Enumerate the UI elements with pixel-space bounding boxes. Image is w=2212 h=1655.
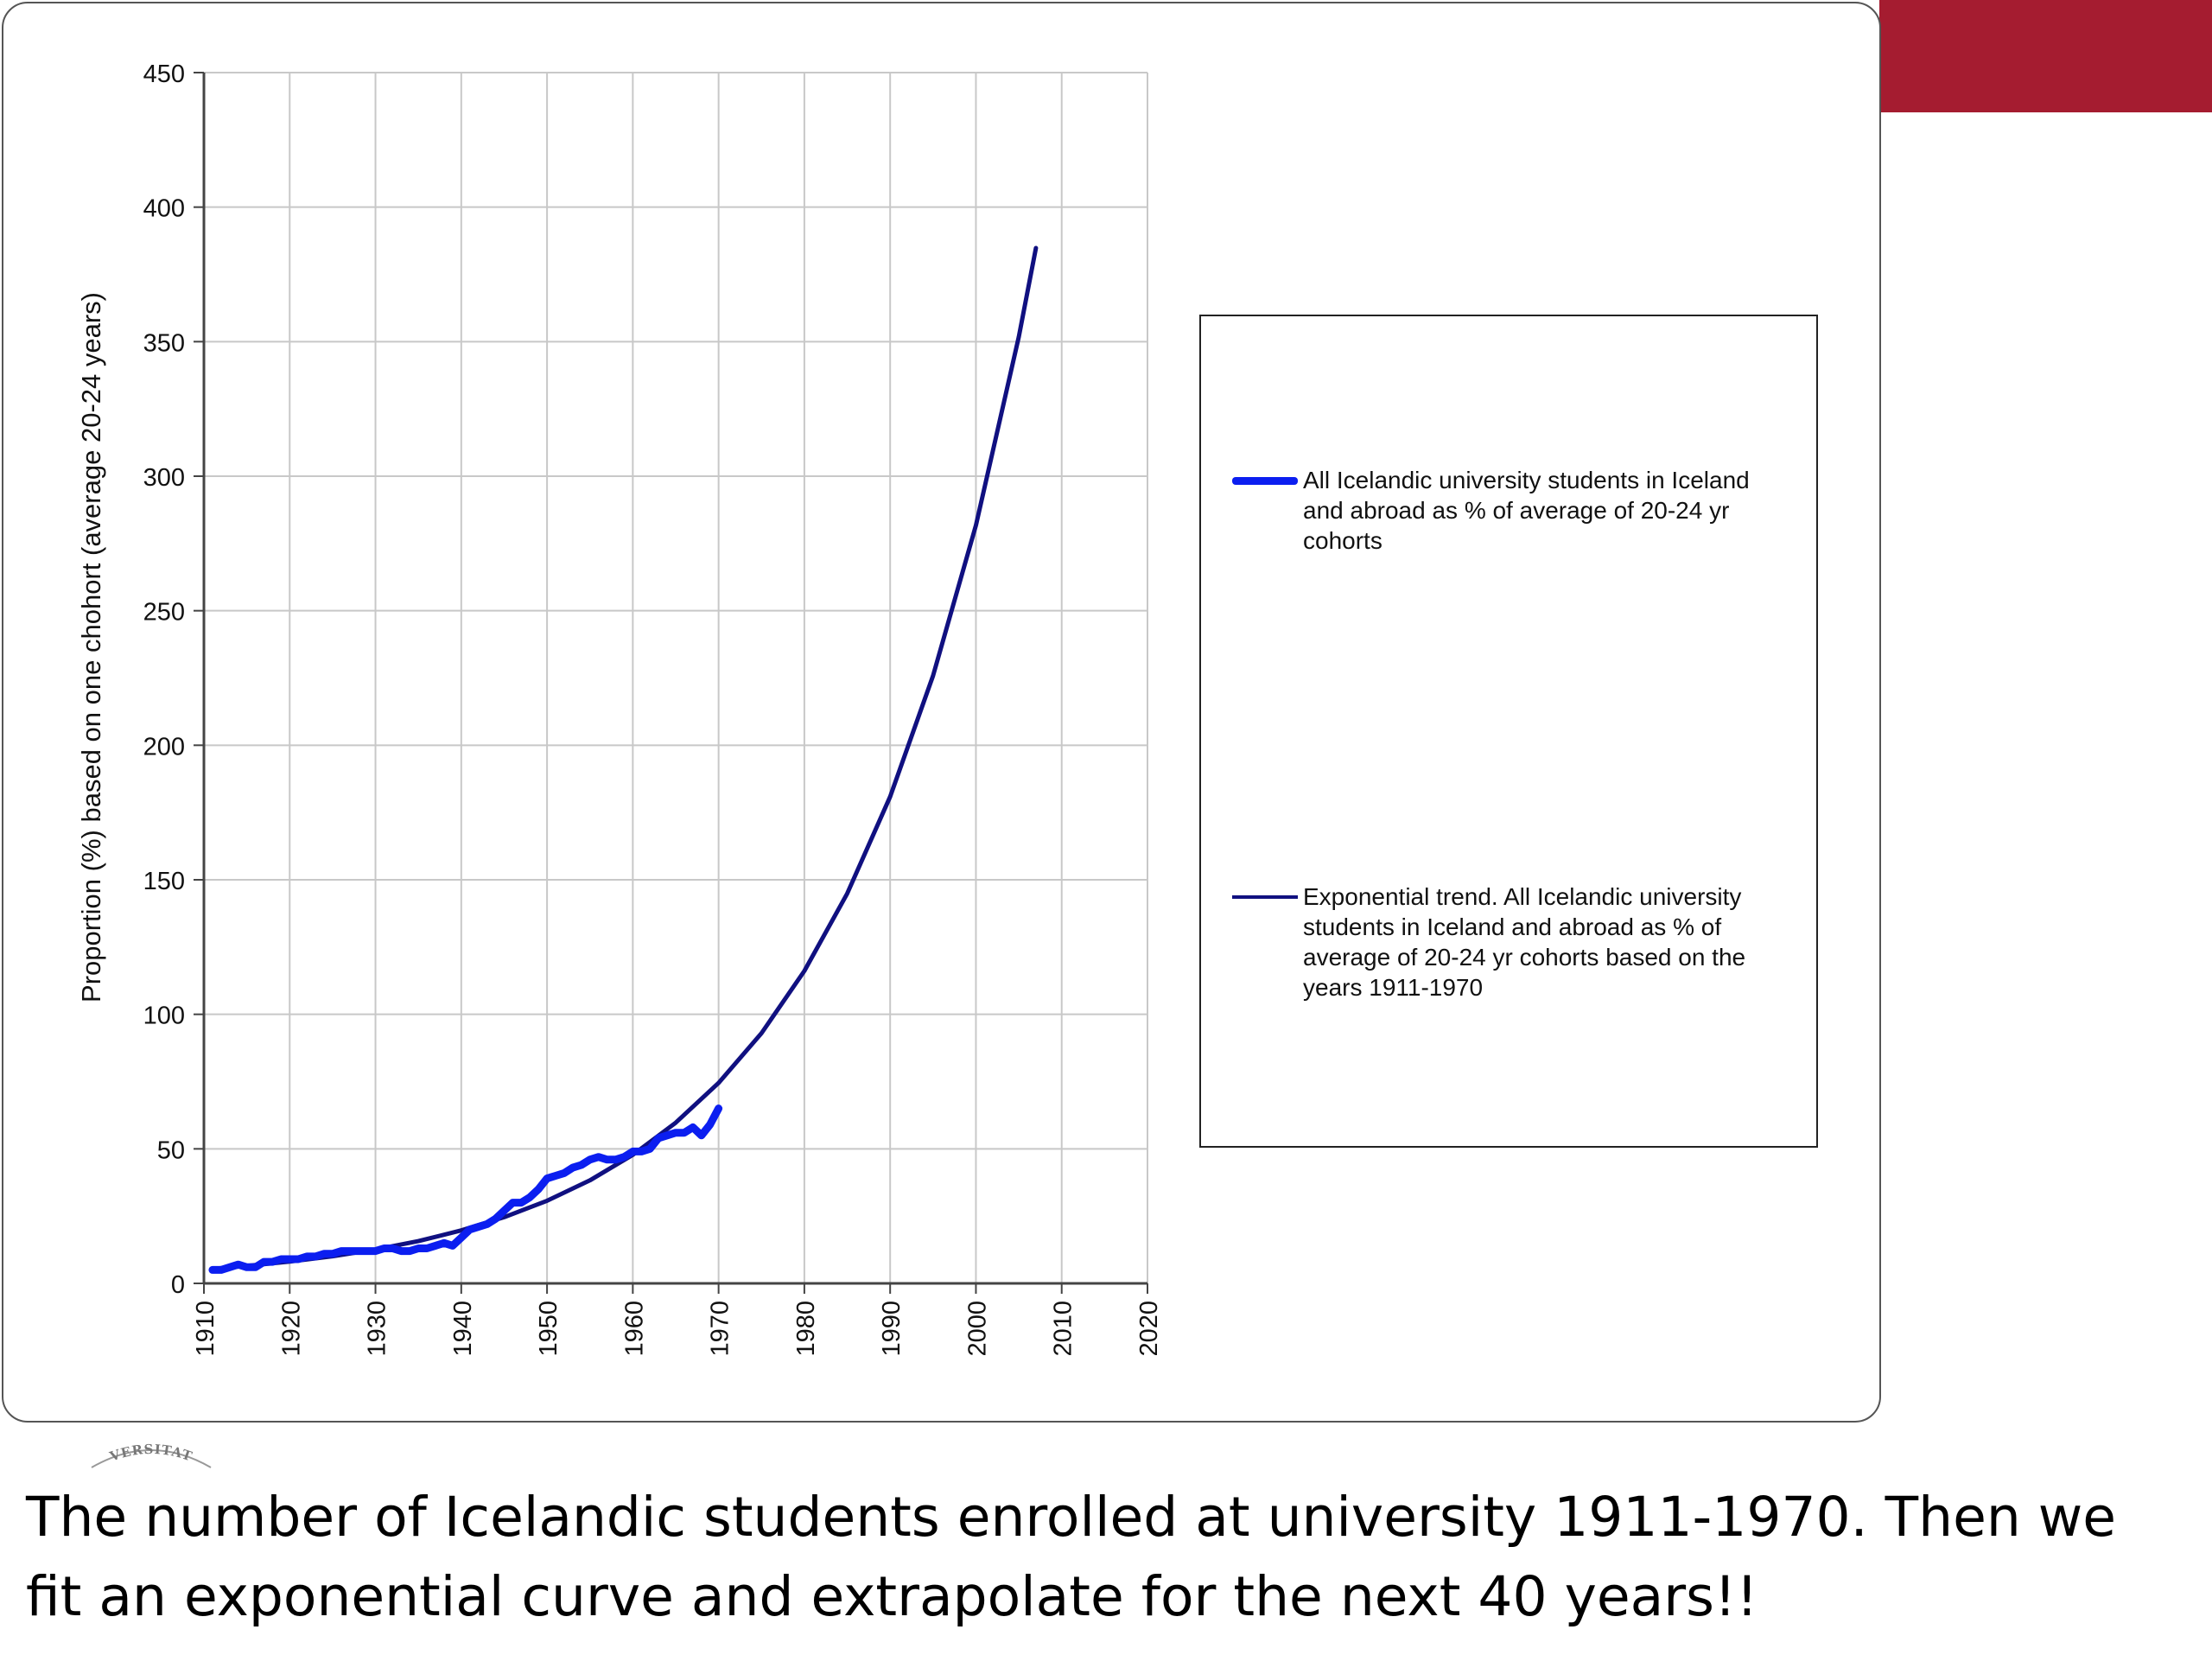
x-tick-label: 1960 [620,1301,648,1357]
y-axis-label: Proportion (%) based on one chohort (ave… [76,292,106,1003]
x-tick-label: 1980 [792,1301,820,1357]
slide-caption: The number of Icelandic students enrolle… [26,1486,2117,1628]
y-tick-label: 150 [143,868,185,895]
legend-swatch-trend [1232,895,1298,899]
series-layer [208,245,1039,1274]
x-tick-label: 2010 [1050,1301,1077,1357]
y-tick-label: 0 [171,1271,185,1299]
x-tick-label: 2000 [963,1301,991,1357]
y-tick-label: 450 [143,60,185,88]
y-tick-label: 250 [143,599,185,627]
legend-label-trend: Exponential trend. All Icelandic univers… [1303,883,1746,1001]
x-tick-label: 1950 [535,1301,563,1357]
svg-text:VERSITAT: VERSITAT [107,1442,194,1465]
y-tick-label: 350 [143,329,185,357]
axes-layer: 0 50 100 150 200 250 300 350 400 450 1910 1920 1930 1… [143,60,1163,1357]
x-tick-label: 2020 [1135,1301,1163,1357]
legend-label-observed: All Icelandic university students in Ice… [1303,467,1750,554]
accent-bar [1879,0,2212,112]
grid-layer [204,72,1148,1283]
chart-svg: 0 50 100 150 200 250 300 350 400 450 1910 1920 1930 1… [76,60,1163,1357]
y-tick-label: 400 [143,195,185,223]
x-tick-label: 1940 [449,1301,477,1357]
legend-swatch-observed [1232,477,1298,485]
chart-legend: All Icelandic university students in Ice… [1199,315,1818,1148]
university-seal-fragment: VERSITAT [91,1442,212,1468]
chart-panel: 0 50 100 150 200 250 300 350 400 450 1910 1920 1930 1… [2,2,1881,1423]
x-tick-label: 1920 [277,1301,305,1357]
series-line-observed [208,1104,723,1274]
y-tick-label: 100 [143,1003,185,1030]
y-tick-label: 300 [143,464,185,492]
y-tick-label: 200 [143,733,185,761]
x-tick-label: 1970 [707,1301,734,1357]
x-tick-label: 1910 [192,1301,219,1357]
x-tick-label: 1930 [364,1301,391,1357]
x-tick-label: 1990 [878,1301,906,1357]
y-tick-label: 50 [157,1136,185,1164]
series-line-trend [210,245,1039,1271]
